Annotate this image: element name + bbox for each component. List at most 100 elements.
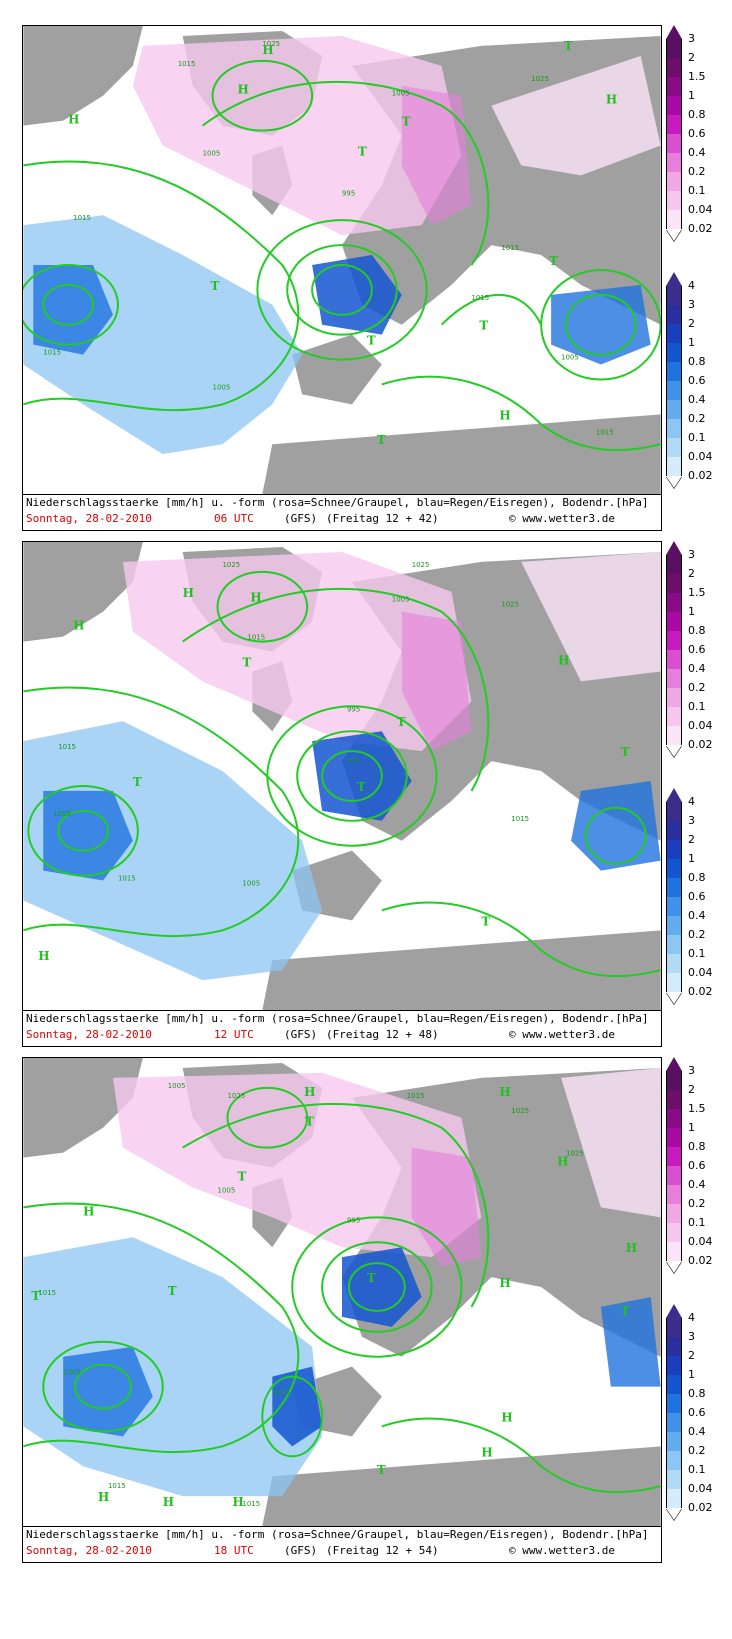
snow-scale-swatch	[666, 707, 682, 726]
pressure-label: 1025	[566, 1150, 584, 1158]
low-pressure-marker: T	[621, 745, 630, 759]
high-pressure-marker: H	[499, 1085, 510, 1099]
snow-area-heavy	[401, 611, 472, 752]
snow-scale-swatch	[666, 153, 682, 172]
pressure-label: 1025	[223, 561, 241, 569]
snow-scale-swatch	[666, 210, 682, 229]
snow-scale-label: 0.2	[688, 165, 706, 178]
precipitation-map-1: 1025 1015 1005 995 1005 1015 1015 1005 1…	[22, 25, 662, 495]
rain-scale-swatch	[666, 419, 682, 438]
rain-scale-label: 0.02	[688, 469, 713, 482]
isobar	[261, 1375, 324, 1458]
rain-scale-swatch	[666, 916, 682, 935]
snow-scale-top-arrow	[666, 1057, 682, 1071]
snow-scale-swatch	[666, 1204, 682, 1223]
snow-scale-label: 0.8	[688, 108, 706, 121]
snow-scale-label: 2	[688, 1083, 695, 1096]
snow-scale-label: 0.4	[688, 146, 706, 159]
snow-scale-label: 0.6	[688, 643, 706, 656]
iberia-land	[292, 334, 382, 405]
snow-scale-swatch	[666, 96, 682, 115]
low-pressure-marker: T	[377, 433, 386, 447]
high-pressure-marker: H	[237, 83, 248, 97]
snow-scale-swatch	[666, 574, 682, 593]
rain-scale-label: 0.4	[688, 393, 706, 406]
caption-copyright: © www.wetter3.de	[509, 1544, 615, 1557]
caption-date: Sonntag, 28-02-2010	[26, 1028, 152, 1041]
rain-scale-bottom-arrow	[666, 1508, 682, 1520]
caption-time: 12 UTC	[214, 1028, 254, 1041]
snow-scale-swatch	[666, 58, 682, 77]
isobar	[226, 1086, 309, 1149]
rain-scale-label: 0.04	[688, 966, 713, 979]
high-pressure-marker: H	[232, 1495, 243, 1509]
high-pressure-marker: H	[83, 1204, 94, 1218]
precipitation-map-3: 1005 1025 1015 1005 995 1015 1025 1015 1…	[22, 1057, 662, 1527]
pressure-label: 1015	[58, 743, 76, 751]
low-pressure-marker: T	[168, 1284, 177, 1298]
pressure-label: 1005	[392, 596, 410, 604]
snow-scale-swatch	[666, 669, 682, 688]
pressure-label: 1015	[38, 1289, 56, 1297]
rain-scale-label: 0.1	[688, 431, 706, 444]
snow-scale-label: 1	[688, 605, 695, 618]
pressure-label: 1015	[247, 634, 265, 642]
snow-scale-swatch	[666, 134, 682, 153]
pressure-label: 1015	[178, 60, 196, 68]
rain-scale-swatch	[666, 1432, 682, 1451]
isobar	[42, 1340, 164, 1433]
isobar	[584, 806, 647, 865]
rain-scale-label: 0.02	[688, 1501, 713, 1514]
pressure-label: 1005	[53, 810, 71, 818]
pressure-label: 1025	[531, 75, 549, 83]
low-pressure-marker: T	[479, 319, 488, 333]
isobar	[256, 219, 428, 361]
rain-scale-label: 0.1	[688, 1463, 706, 1476]
pressure-label: 1005	[242, 880, 260, 888]
rain-scale-swatch	[666, 305, 682, 324]
isobar	[57, 809, 109, 852]
rain-scale-swatch	[666, 286, 682, 305]
rain-area-low-west	[43, 790, 133, 881]
high-pressure-marker: H	[557, 1155, 568, 1169]
caption-copyright: © www.wetter3.de	[509, 1028, 615, 1041]
rain-scale-label: 0.2	[688, 1444, 706, 1457]
snow-area-east	[521, 551, 661, 682]
isobar	[381, 375, 661, 452]
rain-scale-bottom-arrow	[666, 992, 682, 1004]
snow-area-east	[491, 55, 661, 176]
rain-area-atlantic	[23, 721, 323, 981]
snow-area	[112, 1072, 482, 1258]
rain-scale-label: 0.6	[688, 1406, 706, 1419]
map-caption-2: Niederschlagsstaerke [mm/h] u. -form (ro…	[22, 1011, 662, 1047]
rain-scale-swatch	[666, 457, 682, 476]
snow-scale-swatch	[666, 688, 682, 707]
snow-scale-label: 0.02	[688, 1254, 713, 1267]
snow-area	[122, 551, 472, 752]
greenland-land	[23, 542, 143, 642]
snow-scale-swatch	[666, 1090, 682, 1109]
high-pressure-marker: H	[163, 1495, 174, 1509]
rain-scale-label: 2	[688, 1349, 695, 1362]
isobar	[286, 244, 398, 336]
rain-scale-top-arrow	[666, 272, 682, 286]
snow-scale-bottom-arrow	[666, 745, 682, 757]
rain-scale-label: 3	[688, 1330, 695, 1343]
rain-scale-label: 0.6	[688, 374, 706, 387]
rain-scale-label: 0.1	[688, 947, 706, 960]
rain-scale-label: 1	[688, 852, 695, 865]
rain-area-low-sw	[272, 1366, 323, 1447]
isobar	[565, 293, 637, 356]
rain-scale-swatch	[666, 840, 682, 859]
high-pressure-marker: H	[499, 1276, 510, 1290]
low-pressure-marker: T	[621, 1304, 630, 1318]
snow-scale-swatch	[666, 593, 682, 612]
rain-scale-swatch	[666, 821, 682, 840]
snow-scale-label: 0.04	[688, 719, 713, 732]
rain-scale-swatch	[666, 1470, 682, 1489]
snow-scale-bottom-arrow	[666, 1261, 682, 1273]
pressure-label: 1015	[108, 1482, 126, 1490]
low-pressure-marker: T	[358, 144, 367, 158]
pressure-label: 1005	[213, 383, 231, 391]
pressure-label: 1025	[501, 601, 519, 609]
